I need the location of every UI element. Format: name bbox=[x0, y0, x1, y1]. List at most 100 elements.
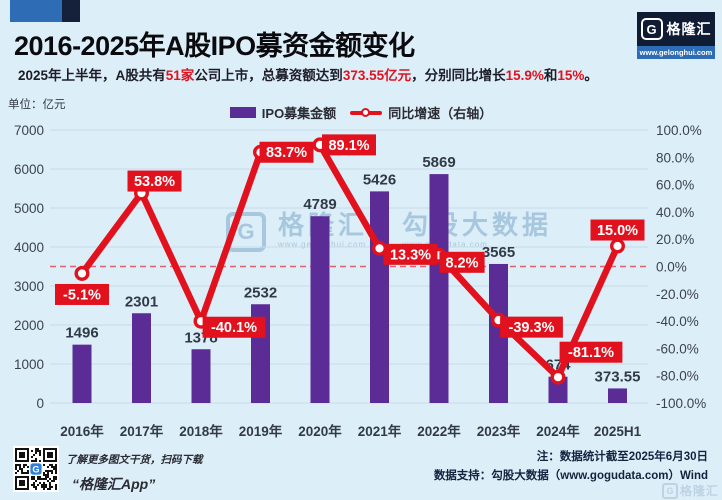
category-label: 2017年 bbox=[120, 423, 164, 439]
bar-value-label: 4789 bbox=[303, 196, 336, 213]
left-axis-tick: 2000 bbox=[14, 318, 44, 333]
growth-point-marker bbox=[550, 369, 566, 385]
logo-g-icon: G bbox=[640, 18, 663, 40]
subtitle-segment: ，分别同比增长 bbox=[411, 68, 506, 83]
subtitle-segment-highlight: 51家 bbox=[165, 68, 195, 83]
right-axis-tick: -20.0% bbox=[656, 287, 699, 302]
growth-label-box bbox=[259, 141, 314, 163]
data-source-note: 数据支持：勾股大数据（www.gogudata.com）Wind bbox=[433, 469, 708, 482]
footer-notes: 注：数据统计截至2025年6月30日 数据支持：勾股大数据（www.goguda… bbox=[433, 451, 708, 482]
corner-watermark: G 格隆汇 bbox=[661, 482, 719, 499]
data-cutoff-note: 注：数据统计截至2025年6月30日 bbox=[536, 451, 708, 463]
chart-legend: IPO募集金额 同比增速（右轴） bbox=[0, 103, 722, 122]
growth-label-box bbox=[127, 170, 182, 192]
category-label: 2018年 bbox=[179, 423, 223, 439]
growth-label-box bbox=[590, 219, 645, 241]
watermark-partner: 勾股大数据 bbox=[402, 210, 553, 240]
page-title: 2016-2025年A股IPO募资金额变化 bbox=[14, 31, 415, 61]
subtitle-segment: 2025年上半年，A股共有 bbox=[18, 68, 166, 83]
qr-code-image: G bbox=[15, 448, 57, 490]
bar-value-label: 373.55 bbox=[595, 368, 641, 385]
bar-2018年 bbox=[191, 349, 211, 403]
qr-caption: 了解更多图文干货，扫码下载 “格隆汇App” bbox=[66, 452, 203, 494]
right-axis-tick: 80.0% bbox=[656, 150, 694, 165]
category-label: 2022年 bbox=[417, 423, 461, 439]
growth-label-box bbox=[55, 283, 109, 305]
growth-label-box bbox=[383, 243, 438, 265]
bar-2023年 bbox=[489, 263, 508, 403]
right-axis-tick: -100.0% bbox=[656, 396, 706, 411]
left-axis-tick: 4000 bbox=[14, 240, 44, 255]
right-axis-tick: 100.0% bbox=[656, 123, 702, 138]
right-axis-tick: 20.0% bbox=[656, 232, 694, 247]
legend-item-ipo-amount: IPO募集金额 bbox=[229, 103, 337, 122]
bar-value-label: 3565 bbox=[482, 244, 515, 261]
gelonghui-logo: G 格隆汇 www.gelonghui.com bbox=[637, 12, 715, 59]
header-decoration-navy bbox=[62, 0, 80, 22]
growth-label-text: 8.2% bbox=[445, 255, 478, 271]
right-axis-tick: 0.0% bbox=[656, 260, 687, 275]
subtitle-segment: 和 bbox=[543, 68, 558, 83]
logo-main: G 格隆汇 bbox=[637, 12, 715, 46]
bar-2017年 bbox=[132, 313, 151, 403]
growth-label-box bbox=[559, 341, 623, 363]
bar-series-swatch bbox=[229, 107, 256, 118]
category-label: 2023年 bbox=[477, 423, 521, 439]
bar-2025H1 bbox=[608, 388, 627, 403]
growth-line bbox=[78, 141, 621, 381]
bar-2024年 bbox=[548, 376, 568, 403]
category-label: 2020年 bbox=[298, 423, 342, 439]
line-series-marker-icon bbox=[350, 107, 383, 119]
category-label: 2024年 bbox=[536, 423, 580, 439]
axis-unit-label: 单位：亿元 bbox=[8, 99, 66, 111]
header-decoration-blue bbox=[10, 0, 62, 22]
category-label: 2016年 bbox=[60, 423, 104, 439]
left-axis-tick: 0 bbox=[36, 396, 44, 411]
growth-label-text: 83.7% bbox=[266, 145, 307, 161]
svg-text:G: G bbox=[32, 465, 39, 475]
growth-label-text: 89.1% bbox=[328, 138, 369, 154]
bar-value-label: 5426 bbox=[363, 171, 396, 188]
left-axis-tick: 5000 bbox=[14, 201, 44, 216]
bar-2022年 bbox=[429, 174, 449, 403]
growth-point-marker bbox=[74, 265, 90, 281]
bar-2021年 bbox=[370, 191, 389, 403]
subtitle-segment-highlight: 373.55亿元 bbox=[342, 68, 412, 83]
subtitle-segment-highlight: 15.9% bbox=[505, 68, 544, 83]
left-axis-tick: 7000 bbox=[14, 123, 44, 138]
corner-watermark-g-icon: G bbox=[661, 482, 678, 499]
qr-code: G bbox=[13, 446, 59, 492]
right-axis-tick: -40.0% bbox=[656, 314, 699, 329]
corner-watermark-text: 格隆汇 bbox=[679, 484, 719, 498]
growth-label-text: -81.1% bbox=[568, 345, 614, 361]
legend-item-yoy-growth: 同比增速（右轴） bbox=[350, 103, 492, 122]
category-label: 2019年 bbox=[239, 423, 283, 439]
right-axis-tick: -60.0% bbox=[656, 341, 699, 356]
legend-label: IPO募集金额 bbox=[261, 106, 337, 121]
qr-caption-line1: 了解更多图文干货，扫码下载 bbox=[66, 454, 203, 466]
growth-label-text: -40.1% bbox=[211, 320, 257, 336]
growth-label-text: 13.3% bbox=[390, 247, 431, 263]
growth-point-marker bbox=[610, 238, 626, 254]
bar-value-label: 5869 bbox=[422, 154, 455, 171]
growth-label-box bbox=[439, 251, 485, 273]
bar-value-label: 1496 bbox=[65, 325, 98, 342]
growth-label-box bbox=[202, 316, 266, 338]
right-axis-tick: -80.0% bbox=[656, 369, 699, 384]
left-axis-tick: 3000 bbox=[14, 279, 44, 294]
bar-value-label: 2532 bbox=[244, 284, 277, 301]
qr-caption-line2: “格隆汇App” bbox=[72, 476, 156, 492]
logo-brand-text: 格隆汇 bbox=[666, 21, 712, 37]
subtitle-segment-highlight: 15% bbox=[557, 68, 585, 83]
bar-value-label: 2301 bbox=[125, 293, 158, 310]
growth-label-text: 15.0% bbox=[597, 223, 638, 239]
subtitle-segment: 。 bbox=[584, 68, 598, 83]
category-label: 2025H1 bbox=[594, 424, 642, 439]
subtitle: 2025年上半年，A股共有51家公司上市，总募资额达到373.55亿元，分别同比… bbox=[18, 64, 598, 84]
subtitle-segment: 公司上市，总募资额达到 bbox=[194, 68, 343, 83]
growth-label-box bbox=[500, 316, 563, 338]
logo-url-text: www.gelonghui.com bbox=[637, 46, 715, 59]
right-axis-tick: 40.0% bbox=[656, 205, 694, 220]
category-label: 2021年 bbox=[358, 423, 402, 439]
